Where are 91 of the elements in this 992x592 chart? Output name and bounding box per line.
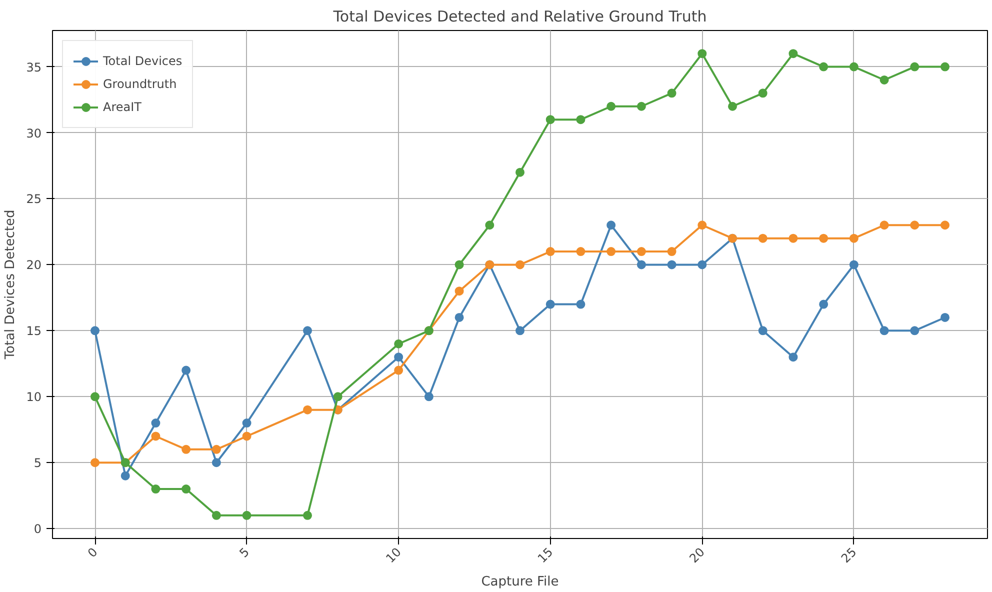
point	[394, 339, 404, 348]
point	[788, 234, 798, 243]
point	[454, 312, 464, 322]
point	[242, 510, 252, 520]
legend-label: Total Devices	[103, 54, 182, 68]
point	[303, 326, 312, 336]
point	[849, 62, 858, 72]
y-tick-label: 15	[26, 324, 42, 338]
point	[546, 300, 555, 309]
point	[546, 247, 555, 256]
point	[182, 484, 191, 494]
point	[940, 220, 950, 230]
point	[516, 168, 524, 177]
point	[546, 115, 555, 124]
legend-label: AreaIT	[103, 100, 142, 114]
y-tick-label: 5	[34, 456, 42, 470]
point	[606, 247, 616, 256]
x-tick-label: 5	[236, 544, 252, 560]
point	[910, 220, 920, 230]
point	[333, 392, 342, 402]
point	[303, 510, 312, 520]
point	[182, 444, 191, 454]
point	[516, 326, 524, 336]
point	[636, 247, 646, 256]
point	[212, 444, 221, 454]
point	[880, 75, 889, 84]
x-tick-label: 25	[838, 544, 860, 566]
point	[576, 115, 586, 124]
point	[788, 49, 798, 58]
point	[212, 458, 221, 468]
y-tick-label: 30	[26, 126, 42, 140]
point	[880, 326, 889, 336]
point	[394, 366, 404, 375]
point	[212, 510, 221, 520]
point	[454, 286, 464, 296]
point	[698, 260, 707, 270]
point	[910, 62, 920, 72]
point	[576, 300, 586, 309]
point	[728, 102, 737, 111]
point	[758, 326, 768, 336]
y-tick-label: 10	[26, 390, 42, 404]
y-tick-label: 20	[26, 258, 42, 272]
point	[849, 260, 858, 270]
x-tick-label: 0	[85, 544, 100, 560]
point	[151, 418, 160, 428]
point	[819, 234, 828, 243]
point	[242, 418, 252, 428]
point	[819, 300, 828, 309]
point	[151, 484, 160, 494]
y-tick-label: 25	[26, 192, 42, 206]
x-tick-label: 20	[686, 544, 708, 566]
point	[90, 326, 100, 336]
point	[454, 260, 464, 270]
point	[606, 102, 616, 111]
point	[151, 432, 160, 441]
point	[606, 220, 616, 230]
point	[424, 392, 434, 402]
point	[698, 49, 707, 58]
x-tick-label: 10	[383, 544, 404, 566]
point	[940, 62, 950, 72]
point	[788, 352, 798, 362]
point	[849, 234, 858, 243]
point	[394, 352, 404, 362]
point	[636, 102, 646, 111]
point	[90, 458, 100, 468]
point	[90, 392, 100, 402]
point	[758, 234, 768, 243]
point	[910, 326, 920, 336]
point	[667, 88, 676, 98]
point	[120, 471, 130, 480]
point	[758, 88, 768, 98]
point	[485, 220, 494, 230]
point	[667, 260, 676, 270]
x-axis-title: Capture File	[481, 574, 559, 590]
chart-title: Total Devices Detected and Relative Ground Truth	[332, 8, 707, 26]
point	[667, 247, 676, 256]
point	[182, 366, 191, 375]
x-tick-label: 15	[534, 544, 556, 566]
point	[303, 405, 312, 414]
point	[516, 260, 524, 270]
point	[698, 220, 707, 230]
point	[880, 220, 889, 230]
point	[636, 260, 646, 270]
y-axis-title: Total Devices Detected	[3, 210, 18, 360]
point	[576, 247, 586, 256]
point	[940, 312, 950, 322]
y-tick-label: 0	[34, 522, 42, 536]
point	[819, 62, 828, 72]
y-tick-label: 35	[26, 60, 42, 74]
legend-label: Groundtruth	[103, 77, 177, 91]
point	[242, 432, 252, 441]
